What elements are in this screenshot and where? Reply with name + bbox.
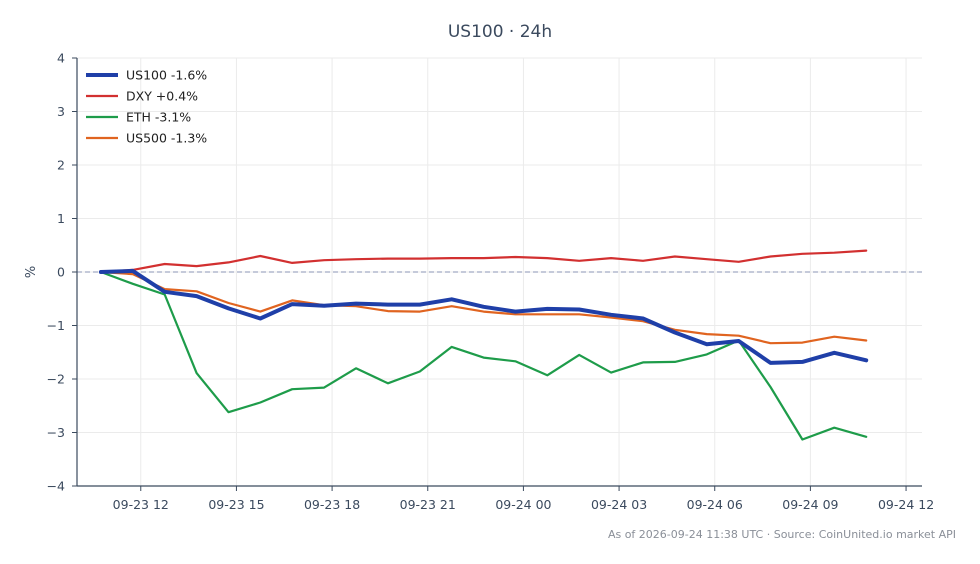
series-line-us500 <box>99 270 868 345</box>
x-tick-label: 09-23 12 <box>113 497 169 512</box>
x-tick-label: 09-24 06 <box>687 497 743 512</box>
y-tick-label: 3 <box>57 104 65 119</box>
y-tick-label: −3 <box>47 425 65 440</box>
chart-title: US100 · 24h <box>448 22 552 42</box>
x-tick-label: 09-24 09 <box>782 497 838 512</box>
legend-label-us100: US100 -1.6% <box>126 68 207 83</box>
y-tick-label: −4 <box>47 479 65 494</box>
y-tick-label: −1 <box>47 318 65 333</box>
x-tick-label: 09-23 15 <box>208 497 264 512</box>
y-tick-label: 4 <box>57 51 65 66</box>
x-tick-label: 09-24 03 <box>591 497 647 512</box>
grid <box>77 57 922 487</box>
axes: 4 3 2 1 0 −1 −2 −3 −4 09-23 12 09-23 15 09-23 18 09-… <box>47 51 935 513</box>
y-tick-label: 2 <box>57 158 65 173</box>
y-axis-label: % <box>24 266 39 278</box>
x-tick-label: 09-23 18 <box>304 497 360 512</box>
x-tick-label: 09-24 12 <box>878 497 934 512</box>
series-line-us100 <box>98 268 869 365</box>
x-tick-label: 09-24 00 <box>495 497 551 512</box>
legend-label-us500: US500 -1.3% <box>126 131 207 146</box>
legend: US100 -1.6% DXY +0.4% ETH -3.1% US500 -1.3% <box>86 68 207 146</box>
source-footer: As of 2026-09-24 11:38 UTC · Source: Coi… <box>608 528 956 541</box>
series-lines <box>98 249 869 441</box>
legend-label-dxy: DXY +0.4% <box>126 89 198 104</box>
series-line-eth <box>99 270 868 441</box>
y-tick-label: 1 <box>57 211 65 226</box>
y-tick-label: 0 <box>57 265 65 280</box>
x-tick-label: 09-23 21 <box>400 497 456 512</box>
series-line-dxy <box>99 249 868 274</box>
legend-label-eth: ETH -3.1% <box>126 110 191 125</box>
y-tick-label: −2 <box>47 372 65 387</box>
